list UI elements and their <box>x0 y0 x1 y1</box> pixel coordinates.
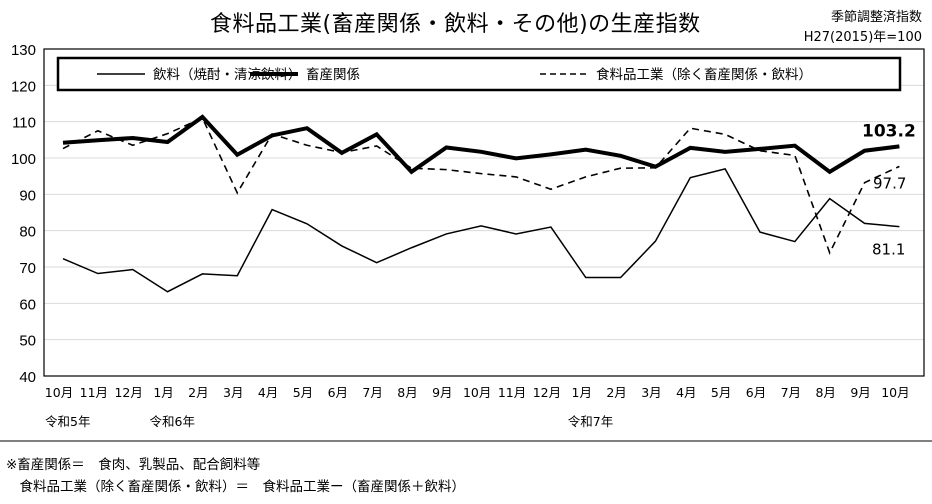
y-tick-label: 120 <box>11 78 36 95</box>
x-tick-label: 6月 <box>746 385 766 400</box>
footnote-1: ※畜産関係＝ 食肉、乳製品、配合飼料等 <box>6 457 261 473</box>
x-tick-label: 1月 <box>572 385 592 400</box>
x-tick-label: 3月 <box>641 385 661 400</box>
x-tick-label: 5月 <box>711 385 731 400</box>
series-line-1 <box>62 114 900 175</box>
x-tick-label: 1月 <box>153 385 173 400</box>
x-tick-label: 3月 <box>223 385 243 400</box>
series-line-2 <box>62 116 900 255</box>
era-label: 令和6年 <box>150 414 195 429</box>
chart-title: 食料品工業(畜産関係・飲料・その他)の生産指数 <box>210 12 701 37</box>
y-tick-label: 110 <box>12 115 36 132</box>
end-value-label: 97.7 <box>873 174 906 192</box>
x-tick-label: 12月 <box>114 385 142 400</box>
x-tick-label: 8月 <box>397 385 417 400</box>
x-tick-label: 4月 <box>258 385 278 400</box>
x-tick-label: 7月 <box>362 385 382 400</box>
y-tick-label: 40 <box>19 369 36 386</box>
x-tick-label: 5月 <box>293 385 313 400</box>
legend-label: 畜産関係 <box>306 67 360 83</box>
era-label: 令和7年 <box>568 414 613 429</box>
x-tick-label: 10月 <box>881 385 909 400</box>
y-tick-label: 100 <box>11 151 36 168</box>
plot-frame <box>43 48 925 377</box>
footnote-2: 食料品工業（除く畜産関係・飲料）＝ 食料品工業ー（畜産関係＋飲料） <box>6 479 465 495</box>
x-tick-label: 9月 <box>432 385 452 400</box>
end-value-label: 81.1 <box>872 241 905 259</box>
x-tick-label: 9月 <box>850 385 870 400</box>
y-tick-label: 90 <box>19 187 36 204</box>
note-seasonal: 季節調整済指数 <box>830 10 922 25</box>
x-tick-label: 4月 <box>676 385 696 400</box>
x-tick-label: 6月 <box>328 385 348 400</box>
y-tick-label: 60 <box>19 296 36 313</box>
note-base-year: H27(2015)年=100 <box>803 30 922 45</box>
x-tick-label: 12月 <box>533 385 561 400</box>
y-tick-label: 70 <box>19 260 36 277</box>
x-tick-label: 11月 <box>80 385 108 400</box>
line-chart: 40 50 60 70 80 90 100 110 120 130 10月 11月 12月 1月 2月 3月 4… <box>0 42 932 442</box>
y-tick-label: 130 <box>11 42 36 59</box>
y-tick-label: 80 <box>19 224 36 241</box>
x-tick-label: 2月 <box>188 385 208 400</box>
era-label: 令和5年 <box>45 414 90 429</box>
x-tick-label: 2月 <box>606 385 626 400</box>
x-tick-label: 8月 <box>815 385 835 400</box>
legend-box <box>56 56 902 92</box>
legend-label: 飲料（焼酎・清涼飲料） <box>153 67 302 83</box>
legend-label: 食料品工業（除く畜産関係・飲料） <box>596 66 812 83</box>
end-value-label: 103.2 <box>862 121 916 141</box>
x-tick-label: 10月 <box>45 385 73 400</box>
x-tick-label: 7月 <box>781 385 801 400</box>
x-tick-label: 11月 <box>498 385 526 400</box>
y-tick-label: 50 <box>19 333 36 350</box>
x-tick-label: 10月 <box>463 385 491 400</box>
